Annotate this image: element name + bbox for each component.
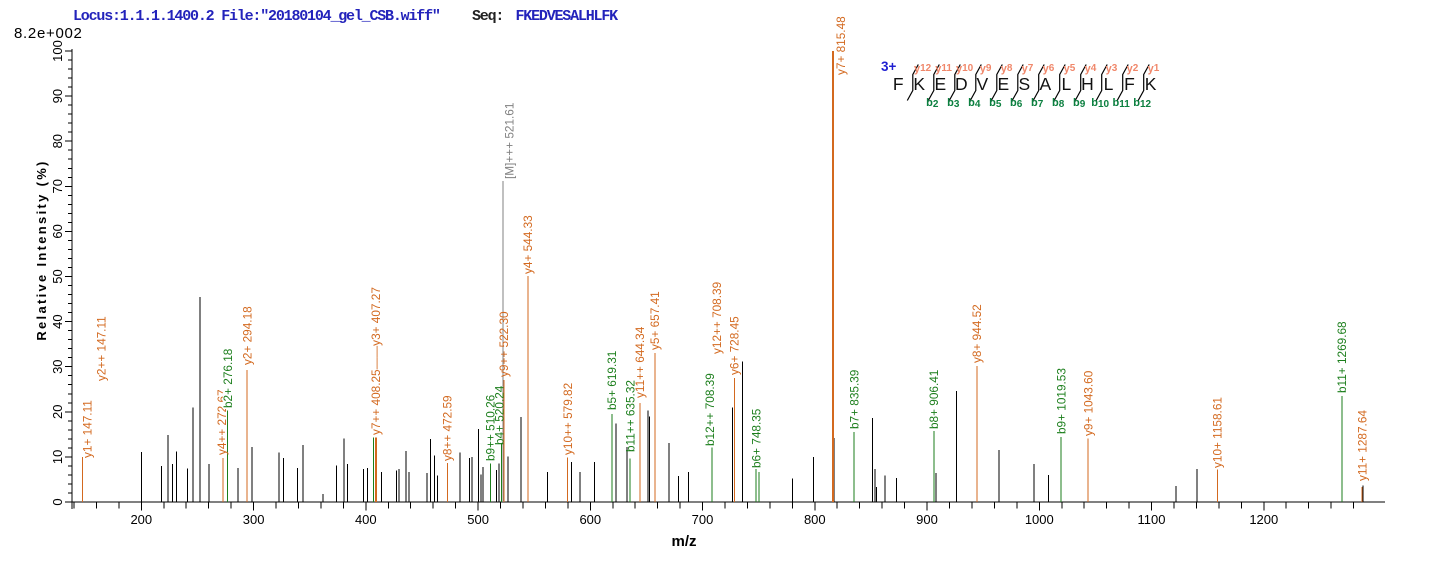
svg-text:y10++ 579.82: y10++ 579.82 (561, 383, 575, 455)
svg-text:b3: b3 (947, 97, 960, 110)
svg-text:800: 800 (804, 512, 826, 527)
svg-text:Locus:1.1.1.1400.2 File:"20180: Locus:1.1.1.1400.2 File:"20180104_gel_CS… (73, 8, 440, 25)
svg-text:L: L (1104, 74, 1114, 94)
svg-text:b11++ 635.32: b11++ 635.32 (623, 380, 637, 452)
svg-text:y8+ 944.52: y8+ 944.52 (970, 304, 984, 363)
svg-text:y4+ 544.33: y4+ 544.33 (521, 215, 535, 274)
svg-text:V: V (976, 74, 988, 94)
svg-text:b6+ 748.35: b6+ 748.35 (750, 408, 764, 468)
svg-text:y8: y8 (1001, 63, 1013, 75)
svg-text:50: 50 (50, 269, 65, 283)
svg-text:500: 500 (467, 512, 489, 527)
svg-text:8.2e+002: 8.2e+002 (14, 25, 83, 42)
svg-text:Seq:: Seq: (472, 8, 503, 25)
svg-text:b8+ 906.41: b8+ 906.41 (927, 370, 941, 429)
svg-text:L: L (1062, 74, 1072, 94)
svg-text:y2+ 294.18: y2+ 294.18 (240, 306, 254, 365)
svg-text:b5+ 619.31: b5+ 619.31 (605, 351, 619, 410)
svg-text:40: 40 (50, 314, 65, 328)
svg-text:y7++ 408.25——y3+ 407.27: y7++ 408.25——y3+ 407.27 (369, 287, 383, 435)
svg-text:y7: y7 (1022, 63, 1034, 75)
svg-text:b8: b8 (1052, 97, 1065, 110)
svg-text:F: F (1124, 74, 1135, 94)
svg-text:200: 200 (130, 512, 152, 527)
svg-text:D: D (955, 74, 968, 94)
svg-text:b10: b10 (1091, 97, 1109, 110)
svg-text:y1: y1 (1148, 63, 1160, 75)
svg-text:y8++ 472.59: y8++ 472.59 (441, 395, 455, 461)
svg-text:10: 10 (50, 450, 65, 464)
svg-text:90: 90 (50, 89, 65, 103)
svg-text:y1+ 147.11: y1+ 147.11 (81, 400, 95, 458)
svg-text:1000: 1000 (1025, 512, 1054, 527)
svg-text:y12++ 708.39: y12++ 708.39 (710, 282, 724, 354)
svg-text:3+: 3+ (881, 59, 897, 74)
svg-text:y5: y5 (1064, 63, 1076, 75)
svg-text:0: 0 (50, 498, 65, 505)
svg-text:y6: y6 (1043, 63, 1055, 75)
svg-text:y9+ 1043.60: y9+ 1043.60 (1081, 370, 1095, 436)
svg-text:b9++ 510.26: b9++ 510.26 (484, 394, 498, 461)
svg-text:y11++ 644.34: y11++ 644.34 (633, 326, 647, 398)
svg-text:y3: y3 (1106, 63, 1118, 75)
svg-text:b2: b2 (926, 97, 939, 110)
svg-text:700: 700 (692, 512, 714, 527)
svg-text:80: 80 (50, 134, 65, 148)
svg-text:400: 400 (355, 512, 377, 527)
svg-text:E: E (934, 74, 946, 94)
svg-text:y5+ 657.41: y5+ 657.41 (648, 291, 662, 350)
svg-text:b12: b12 (1133, 97, 1151, 110)
svg-text:20: 20 (50, 405, 65, 419)
svg-text:b7+ 835.39: b7+ 835.39 (847, 370, 861, 429)
svg-text:[M]+++ 521.61: [M]+++ 521.61 (503, 103, 517, 179)
svg-text:b5: b5 (989, 97, 1002, 110)
svg-text:b12++ 708.39: b12++ 708.39 (703, 373, 717, 446)
svg-text:y9: y9 (980, 63, 992, 75)
svg-text:A: A (1040, 74, 1052, 94)
svg-text:y9++ 522.30: y9++ 522.30 (497, 311, 511, 377)
svg-text:b11: b11 (1113, 97, 1131, 110)
svg-text:900: 900 (916, 512, 938, 527)
svg-text:y11+ 1287.64: y11+ 1287.64 (1356, 410, 1370, 481)
svg-text:F: F (893, 74, 904, 94)
svg-text:1100: 1100 (1138, 512, 1166, 527)
svg-text:30: 30 (50, 359, 65, 373)
svg-text:E: E (998, 74, 1010, 94)
svg-text:600: 600 (579, 512, 601, 527)
svg-text:b9+ 1019.53: b9+ 1019.53 (1054, 368, 1068, 434)
svg-text:100: 100 (50, 40, 65, 62)
svg-text:Relative Intensity (%): Relative Intensity (%) (34, 159, 49, 340)
svg-text:60: 60 (50, 224, 65, 238)
svg-text:1200: 1200 (1249, 512, 1278, 527)
svg-text:70: 70 (50, 179, 65, 193)
svg-text:b4+ 520.24: b4+ 520.24 (493, 385, 507, 445)
svg-text:y12: y12 (914, 63, 932, 75)
svg-text:m/z: m/z (671, 533, 696, 550)
svg-text:y6+ 728.45: y6+ 728.45 (728, 316, 742, 375)
svg-text:b11+ 1269.68: b11+ 1269.68 (1335, 321, 1349, 393)
svg-text:b6: b6 (1010, 97, 1023, 110)
svg-text:b9: b9 (1073, 97, 1086, 110)
svg-text:y2: y2 (1127, 63, 1139, 75)
svg-text:b7: b7 (1031, 97, 1044, 110)
svg-text:S: S (1019, 74, 1031, 94)
svg-text:K: K (913, 74, 925, 94)
svg-text:H: H (1081, 74, 1094, 94)
svg-text:b2+ 276.18: b2+ 276.18 (221, 348, 235, 408)
svg-text:y10: y10 (956, 63, 974, 75)
svg-text:FKEDVESALHLFK: FKEDVESALHLFK (516, 8, 619, 25)
svg-text:y11: y11 (935, 63, 952, 75)
svg-text:y7+ 815.48: y7+ 815.48 (834, 16, 848, 75)
svg-text:y2++ 147.11: y2++ 147.11 (95, 316, 109, 381)
svg-text:b4: b4 (968, 97, 981, 110)
svg-text:K: K (1145, 74, 1157, 94)
svg-text:y10+ 1158.61: y10+ 1158.61 (1211, 397, 1225, 468)
svg-text:300: 300 (243, 512, 265, 527)
svg-text:y4: y4 (1085, 63, 1097, 75)
